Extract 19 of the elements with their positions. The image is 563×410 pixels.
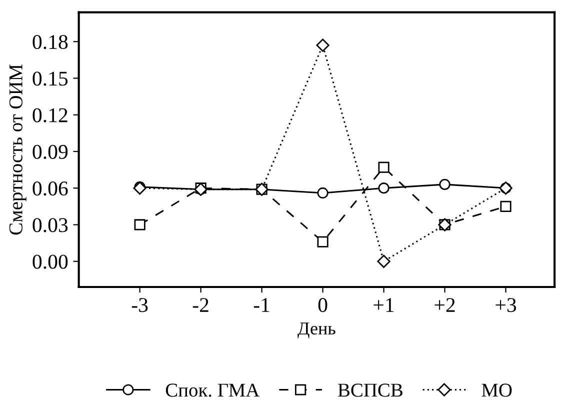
y-tick-label: 0.09 xyxy=(32,144,68,160)
y-axis-title: Смертность от ОИМ xyxy=(9,64,26,235)
x-tick-label: +3 xyxy=(496,298,516,312)
legend-label: ВСПСВ xyxy=(338,384,402,397)
x-axis-title: День xyxy=(298,322,336,338)
x-tick-label: +2 xyxy=(434,298,455,312)
y-tick-label: 0.18 xyxy=(32,34,68,50)
y-tick-label: 0.12 xyxy=(32,108,68,122)
x-tick-label: -1 xyxy=(254,298,270,312)
legend-label: Спок. ГМА xyxy=(166,384,260,397)
x-tick-label: 0 xyxy=(318,298,328,312)
y-tick-label: 0.15 xyxy=(32,72,68,86)
x-tick-label: -3 xyxy=(132,298,148,312)
legend-label: МО xyxy=(482,384,512,397)
x-tick-label: +1 xyxy=(374,298,394,312)
x-tick-label: -2 xyxy=(192,298,208,312)
y-tick-label: 0.00 xyxy=(32,254,68,269)
y-tick-label: 0.06 xyxy=(32,181,68,196)
y-tick-label: 0.03 xyxy=(32,218,68,232)
